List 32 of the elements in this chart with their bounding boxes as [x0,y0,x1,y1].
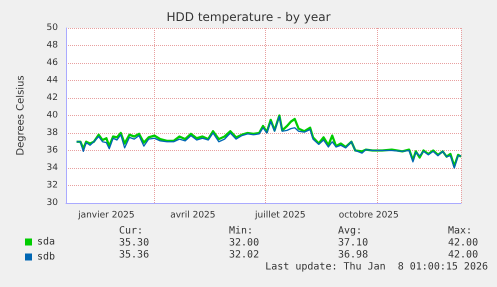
text: 35.36 [119,250,150,260]
legend-label: sda [37,236,56,248]
x-tick-label: janvier 2025 [77,210,135,220]
text: 32.00 [229,238,260,248]
text: Last update: Thu Jan 8 01:00:15 2026 [265,262,488,272]
text: 35.30 [119,238,150,248]
text: 42.00 [448,250,478,260]
y-axis-title: Degrees Celsius [16,75,26,156]
y-tick-label: 30 [46,198,58,208]
text: 37.10 [338,238,368,248]
y-tick-label: 46 [46,58,58,68]
text: 36.98 [338,250,368,260]
y-tick-label: 44 [46,76,58,86]
text: 42.00 [448,238,478,248]
y-tick-label: 42 [46,93,58,103]
legend-label: sdb [37,252,56,262]
y-tick-label: 34 [46,163,58,173]
y-tick-label: 36 [46,146,58,156]
y-tick-label: 40 [46,110,58,120]
text: Avg: [338,226,362,236]
x-tick-label: avril 2025 [170,210,216,220]
text: Max: [448,226,472,236]
text: Min: [229,226,254,236]
x-tick-label: octobre 2025 [338,210,399,220]
text: Cur: [119,226,144,236]
x-tick-label: juillet 2025 [254,210,306,220]
text: 32.02 [229,250,260,260]
y-tick-label: 32 [46,180,58,190]
y-tick-label: 48 [46,40,58,50]
y-tick-label: 50 [46,23,58,33]
chart-title: HDD temperature - by year [166,10,331,24]
y-tick-label: 38 [46,128,58,138]
